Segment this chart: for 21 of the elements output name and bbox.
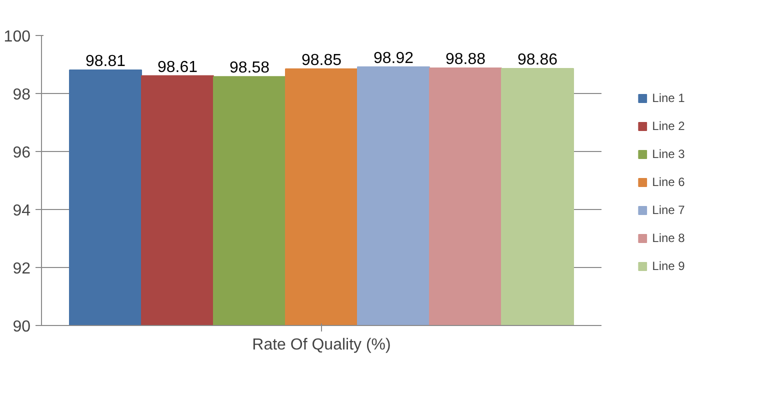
data-label: 98.61 [157, 58, 198, 76]
data-label: 98.88 [445, 50, 486, 68]
legend-label: Line 1 [652, 91, 685, 105]
y-tick-label: 90 [12, 318, 31, 336]
y-tick-label: 92 [12, 260, 31, 278]
data-label: 98.81 [85, 53, 126, 70]
data-label: 98.86 [517, 52, 558, 69]
y-tick-label: 94 [12, 202, 31, 220]
y-tick-label: 98 [12, 86, 31, 104]
y-tick-label: 96 [12, 144, 31, 162]
legend-label: Line 2 [652, 119, 685, 133]
data-label: 98.85 [301, 52, 342, 69]
y-tick-label: 100 [4, 28, 31, 46]
legend-label: Line 8 [652, 231, 685, 245]
legend-label: Line 6 [652, 175, 685, 189]
legend-label: Line 9 [652, 259, 685, 273]
legend-label: Line 7 [652, 203, 685, 217]
data-label: 98.92 [373, 50, 414, 67]
legend-label: Line 3 [652, 147, 685, 161]
data-label: 98.58 [229, 60, 270, 77]
x-axis-title: Rate Of Quality (%) [252, 336, 391, 354]
